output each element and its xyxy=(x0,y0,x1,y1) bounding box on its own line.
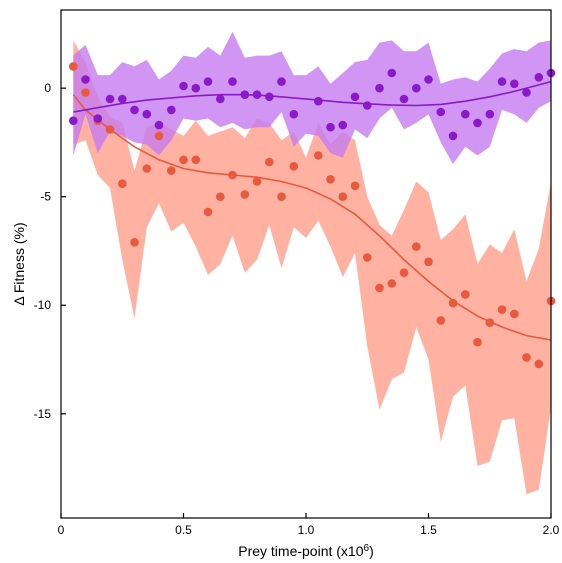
data-point-1-9 xyxy=(179,81,188,91)
data-point-0-34 xyxy=(497,305,507,314)
data-point-0-8 xyxy=(167,166,176,175)
data-points xyxy=(69,62,556,369)
data-point-1-27 xyxy=(412,83,421,93)
data-point-1-32 xyxy=(473,118,482,128)
data-point-1-22 xyxy=(350,92,360,102)
data-point-0-6 xyxy=(142,164,152,173)
confidence-band-1 xyxy=(73,31,552,165)
data-point-0-28 xyxy=(424,257,433,267)
data-point-1-26 xyxy=(399,94,409,104)
data-point-1-15 xyxy=(252,90,262,99)
data-point-1-31 xyxy=(461,109,470,119)
data-point-0-23 xyxy=(363,253,372,262)
data-point-0-25 xyxy=(387,279,397,288)
data-point-1-23 xyxy=(363,101,372,110)
data-point-1-6 xyxy=(142,109,152,119)
data-point-0-24 xyxy=(375,283,384,293)
data-point-1-18 xyxy=(289,109,299,119)
data-point-1-14 xyxy=(240,90,250,99)
data-point-0-22 xyxy=(350,181,360,191)
data-point-0-32 xyxy=(473,337,482,347)
data-point-0-3 xyxy=(105,125,115,134)
data-point-0-10 xyxy=(191,155,201,165)
confidence-band-0 xyxy=(73,40,552,495)
y-tick-label-0: 0 xyxy=(44,81,51,95)
y-tick-label-1: -5 xyxy=(40,190,51,204)
data-point-1-10 xyxy=(191,83,201,93)
x-tick-label-3: 1.5 xyxy=(420,523,437,537)
data-point-0-36 xyxy=(522,353,531,362)
data-point-0-15 xyxy=(252,177,262,186)
data-point-1-37 xyxy=(534,73,544,82)
data-point-0-18 xyxy=(289,162,299,171)
data-point-1-7 xyxy=(154,120,164,130)
data-point-1-11 xyxy=(203,77,213,86)
data-point-0-35 xyxy=(510,309,519,319)
data-point-1-36 xyxy=(522,88,531,97)
data-point-1-29 xyxy=(436,107,446,117)
data-point-1-0 xyxy=(69,116,78,125)
data-point-1-20 xyxy=(326,122,335,132)
data-point-0-20 xyxy=(326,175,335,184)
data-point-1-12 xyxy=(216,94,225,104)
data-point-1-25 xyxy=(387,68,397,78)
data-point-0-33 xyxy=(485,318,495,327)
data-point-0-7 xyxy=(154,131,164,141)
data-point-1-33 xyxy=(485,109,495,119)
data-point-1-35 xyxy=(510,79,519,89)
trend-line-0 xyxy=(72,94,552,341)
confidence-bands xyxy=(73,31,552,495)
data-point-0-12 xyxy=(216,192,225,201)
data-point-0-26 xyxy=(399,268,409,278)
data-point-1-4 xyxy=(118,94,127,104)
data-point-0-5 xyxy=(130,238,139,247)
data-point-1-28 xyxy=(424,75,433,84)
data-point-0-27 xyxy=(412,242,421,251)
data-point-0-11 xyxy=(203,207,213,217)
x-tick-label-0: 0 xyxy=(58,523,65,537)
data-point-0-1 xyxy=(81,88,90,97)
data-point-0-19 xyxy=(314,151,323,160)
y-tick-label-3: -15 xyxy=(34,407,52,421)
data-point-1-5 xyxy=(130,105,139,115)
data-point-0-4 xyxy=(118,179,127,188)
data-point-1-3 xyxy=(105,94,115,104)
data-point-1-21 xyxy=(338,120,348,130)
data-point-0-30 xyxy=(448,298,458,308)
data-point-0-13 xyxy=(228,170,237,180)
y-axis-ticks: 0 -5 -10 -15 xyxy=(34,81,66,421)
x-tick-label-1: 0.5 xyxy=(175,523,192,537)
data-point-1-19 xyxy=(314,96,323,106)
data-point-1-24 xyxy=(375,83,384,93)
x-axis-label: Prey time-point (x106) xyxy=(238,543,374,559)
data-point-0-21 xyxy=(338,192,348,201)
data-point-0-14 xyxy=(240,190,250,199)
x-tick-label-4: 2.0 xyxy=(543,523,560,537)
y-axis-label: Δ Fitness (%) xyxy=(11,222,27,305)
y-tick-label-2: -10 xyxy=(34,298,52,312)
data-point-1-17 xyxy=(277,77,286,86)
data-point-0-9 xyxy=(179,155,188,165)
data-point-0-29 xyxy=(436,316,446,325)
data-point-0-16 xyxy=(265,157,274,167)
x-tick-label-2: 1.0 xyxy=(298,523,315,537)
data-point-0-31 xyxy=(461,290,470,299)
x-axis-ticks: 0 0.5 1.0 1.5 2.0 xyxy=(58,513,560,537)
data-point-0-0 xyxy=(69,62,78,71)
data-point-1-16 xyxy=(265,92,274,102)
data-point-1-30 xyxy=(448,131,458,141)
data-point-0-17 xyxy=(277,192,286,201)
data-point-1-8 xyxy=(167,105,176,115)
data-point-0-37 xyxy=(534,359,544,369)
data-point-1-13 xyxy=(228,77,237,86)
data-point-1-1 xyxy=(81,75,90,84)
data-point-1-34 xyxy=(497,77,507,86)
data-point-1-2 xyxy=(93,114,103,123)
